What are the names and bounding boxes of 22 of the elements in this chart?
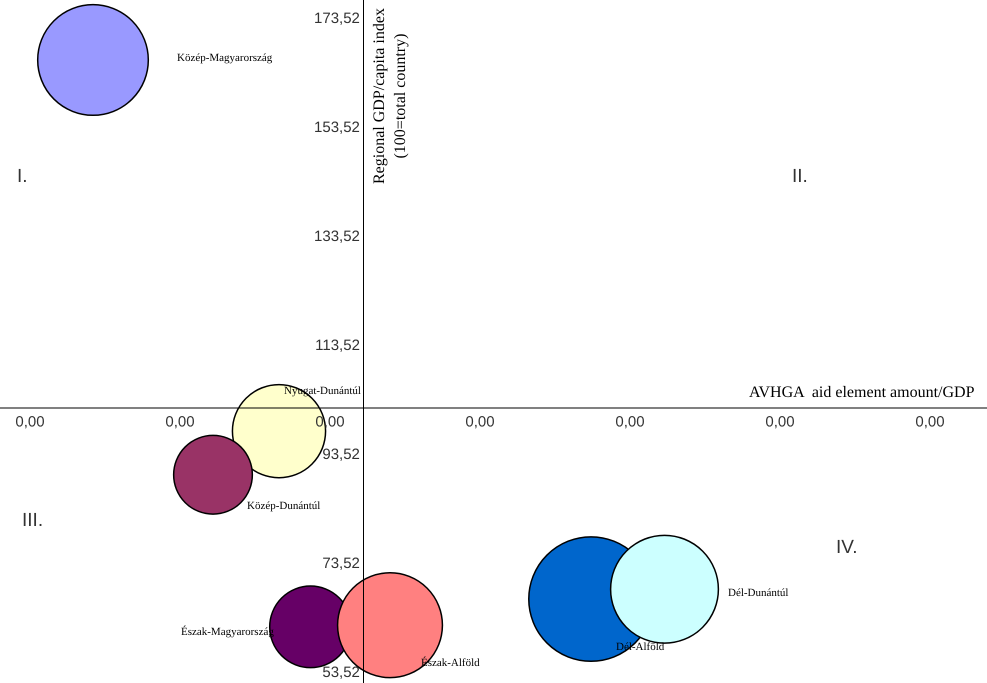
x-tick-label: 0,00 bbox=[15, 414, 45, 431]
x-tick-label: 0,00 bbox=[915, 414, 945, 431]
text: Közép-Magyarország bbox=[177, 52, 273, 64]
annotation: II. bbox=[792, 166, 808, 187]
x-tick-label: 0,00 bbox=[165, 414, 195, 431]
y-tick-label: 153,52 bbox=[314, 119, 360, 136]
y-tick-label: 73,52 bbox=[322, 555, 360, 572]
y-tick-label: 173,52 bbox=[314, 10, 360, 28]
annotation: IV. bbox=[836, 537, 858, 558]
y-axis-title: Regional GDP/capita index (100=total country) bbox=[371, 8, 409, 184]
x-tick-label: 0,00 bbox=[465, 414, 495, 431]
x-tick-label: 0,00 bbox=[765, 414, 795, 431]
x-axis-title: AVHGA aid element amount/GDP bbox=[749, 384, 975, 401]
y-tick-label: 93,52 bbox=[322, 446, 360, 464]
y-tick-label: 113,52 bbox=[315, 337, 360, 354]
series-label: Közép-Dunántúl bbox=[247, 500, 320, 512]
y-tick-label: 133,52 bbox=[314, 228, 360, 246]
y-tick-label: 53,52 bbox=[322, 664, 360, 682]
annotation: I. bbox=[17, 166, 28, 187]
annotation: III. bbox=[22, 510, 44, 531]
x-tick-label: 0,00 bbox=[615, 414, 645, 431]
series-label: Dél-Dunántúl bbox=[728, 587, 788, 599]
